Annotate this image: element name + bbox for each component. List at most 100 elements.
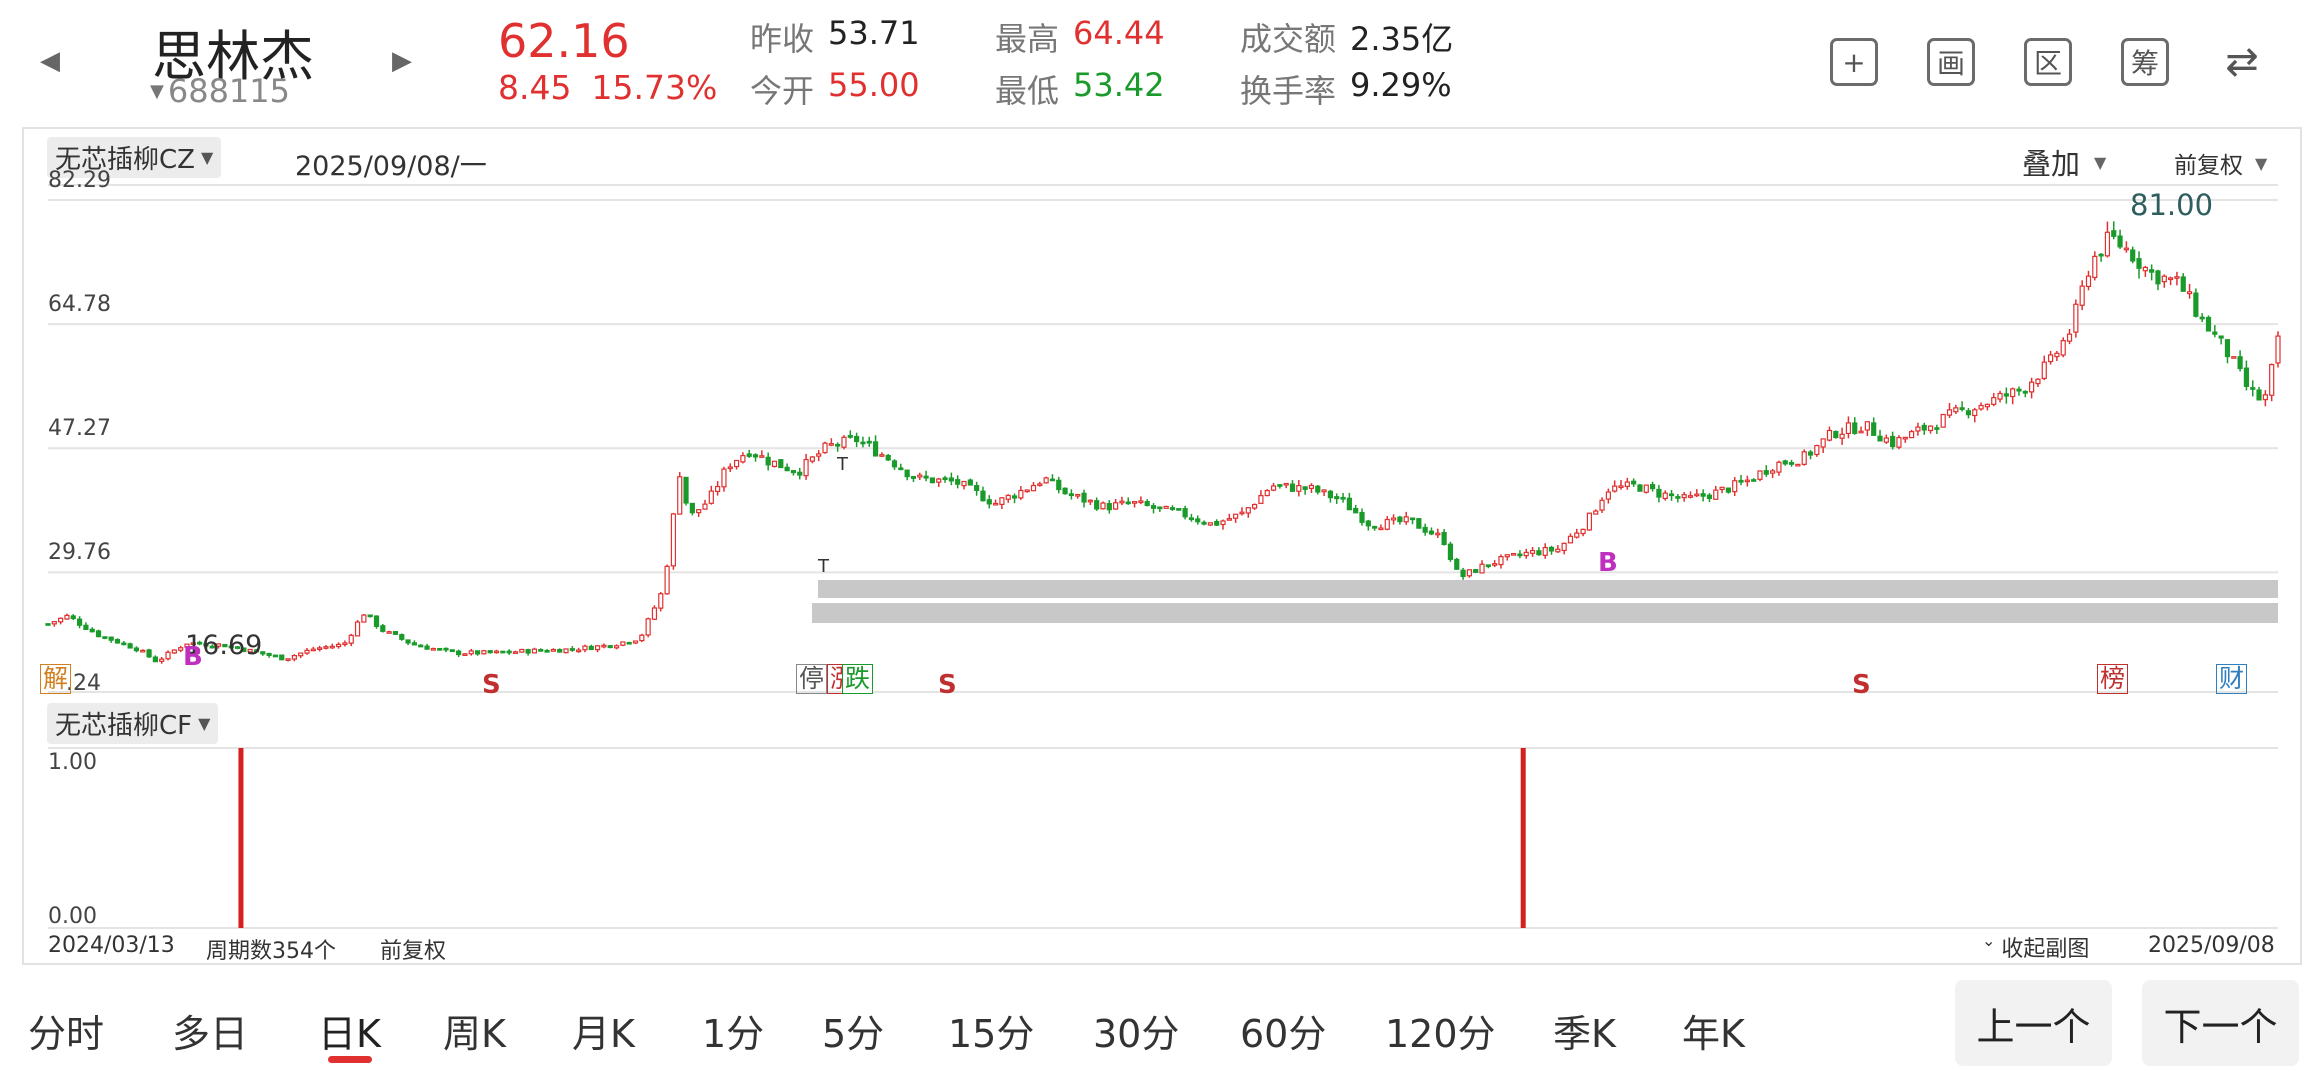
quote-stat-value: 2.35亿 (1350, 20, 1454, 58)
candle-body (1959, 407, 1965, 410)
candle-body (1119, 500, 1125, 504)
candle-body (917, 474, 923, 478)
candle-body (544, 649, 550, 653)
candle-body (1725, 487, 1731, 493)
candle-body (329, 645, 335, 649)
period-tab[interactable]: 年K (1682, 1012, 1745, 1056)
candle-body (1397, 516, 1403, 523)
candle-body (2168, 277, 2174, 281)
candle-body (2130, 249, 2136, 262)
next-button[interactable]: 下一个 (2142, 980, 2299, 1066)
candle-body (1233, 513, 1239, 519)
candle-body (1447, 543, 1454, 560)
limit-down-tag[interactable]: 跌 (842, 664, 874, 694)
period-tab[interactable]: 15分 (948, 1012, 1035, 1056)
candle-body (1820, 438, 1826, 448)
main-indicator-selector[interactable]: 无芯插柳CZ ▼ (47, 137, 222, 178)
candle-body (1315, 485, 1321, 493)
quote-stat: 今开 55.00 (750, 66, 920, 112)
candle-body (1334, 496, 1340, 500)
caret-down-icon: ▼ (200, 148, 214, 167)
period-tab[interactable]: 30分 (1093, 1012, 1180, 1056)
range-icon[interactable]: 区 (2024, 38, 2072, 86)
unlock-tag[interactable]: 解 (40, 664, 72, 694)
overlay-selector[interactable]: 叠加 ▼ (2022, 141, 2106, 183)
sell-signal-marker: S (938, 670, 957, 700)
next-stock-arrow[interactable]: ▶ (392, 46, 412, 76)
candle-body (2250, 387, 2256, 390)
candle-body (1517, 553, 1523, 557)
candle-body (1801, 451, 1807, 465)
candle-body (2155, 270, 2161, 285)
candle-body (392, 631, 399, 635)
finance-tag[interactable]: 财 (2216, 664, 2248, 694)
candle-body (986, 499, 992, 505)
candle-body (1131, 500, 1138, 504)
candle-body (2199, 316, 2205, 320)
y-tick-label: 29.76 (48, 540, 111, 566)
chips-icon[interactable]: 筹 (2121, 38, 2169, 86)
candle-body (279, 654, 285, 661)
candle-body (373, 615, 380, 627)
period-tab[interactable]: 1分 (702, 1012, 765, 1056)
suspend-tag[interactable]: 停 (796, 664, 828, 694)
period-tab[interactable]: 季K (1553, 1012, 1616, 1056)
period-tab[interactable]: 分时 (28, 1012, 105, 1056)
period-tab[interactable]: 月K (572, 1012, 635, 1056)
candle-body (961, 480, 967, 487)
draw-icon[interactable]: 画 (1927, 38, 1975, 86)
sub-indicator-selector[interactable]: 无芯插柳CF ▼ (47, 703, 219, 744)
adjust-selector[interactable]: 前复权 ▼ (2174, 146, 2267, 180)
candle-body (1169, 507, 1176, 510)
period-tab[interactable]: 120分 (1385, 1012, 1496, 1056)
candle-body (1738, 479, 1744, 483)
candle-body (727, 466, 733, 470)
candle-body (538, 649, 544, 652)
candle-body (1896, 436, 1902, 448)
candle-body (1744, 479, 1750, 483)
candle-body (1845, 422, 1852, 435)
ranking-tag[interactable]: 榜 (2097, 664, 2129, 694)
collapse-label: 收起副图 (2001, 937, 2090, 962)
candle-body (601, 644, 607, 648)
period-tab[interactable]: 多日 (172, 1012, 249, 1056)
candle-body (2231, 356, 2237, 359)
prev-stock-arrow[interactable]: ◀ (40, 46, 60, 76)
candle-body (1504, 554, 1510, 558)
candle-body (1283, 482, 1289, 486)
quote-stat: 最高 64.44 (995, 14, 1165, 60)
candle-body (1498, 556, 1504, 566)
candle-body (1346, 497, 1352, 511)
candle-body (803, 458, 809, 477)
period-tab[interactable]: 60分 (1240, 1012, 1327, 1056)
switch-screen-icon[interactable]: ⇄ (2225, 39, 2259, 85)
collapse-subchart-button[interactable]: ⌄ 收起副图 (1982, 931, 2089, 963)
candle-body (291, 655, 297, 660)
candle-body (1353, 507, 1359, 514)
quote-stat-value: 64.44 (1073, 14, 1165, 52)
period-tab[interactable]: 日K (318, 1012, 381, 1056)
candle-body (197, 641, 203, 645)
candle-body (898, 467, 904, 471)
period-tab[interactable]: 5分 (822, 1012, 885, 1056)
candle-body (1795, 463, 1801, 467)
end-date: 2025/09/08 (2148, 933, 2275, 958)
candle-body (114, 639, 121, 644)
candle-body (323, 646, 329, 649)
prev-button[interactable]: 上一个 (1955, 980, 2112, 1066)
candle-body (1770, 470, 1776, 474)
candle-body (266, 652, 272, 656)
candle-body (1245, 507, 1251, 514)
bottom-left-label: .24 (66, 671, 101, 696)
candle-body (152, 656, 158, 663)
candle-body (253, 649, 260, 653)
candle-body (1384, 518, 1390, 530)
candle-body (733, 459, 740, 468)
add-icon[interactable]: + (1830, 38, 1878, 86)
buy-signal-marker: B (1598, 548, 1618, 578)
stock-code-row[interactable]: ▼ 688115 (150, 72, 290, 110)
candle-body (809, 456, 815, 462)
candle-body (1871, 422, 1877, 436)
period-tab[interactable]: 周K (443, 1012, 506, 1056)
